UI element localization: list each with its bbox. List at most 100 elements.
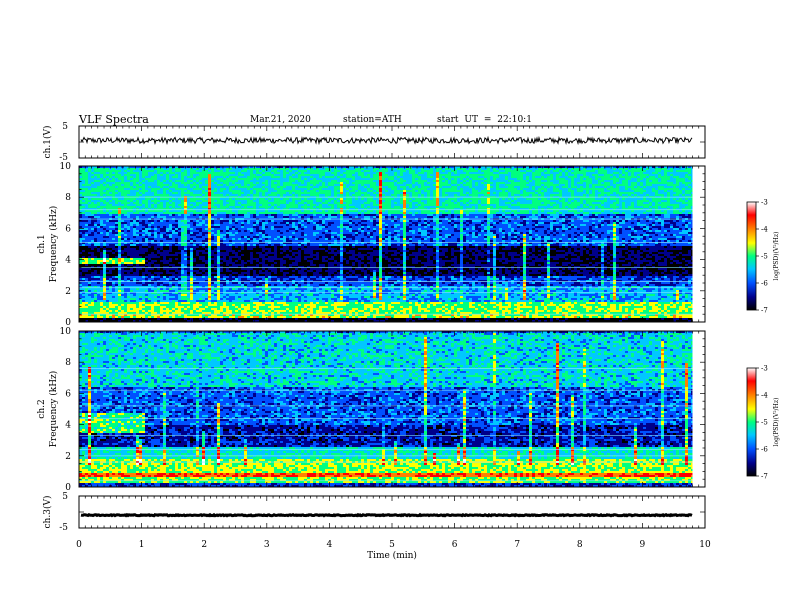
spectrogram-cell	[172, 274, 175, 276]
spectrogram-cell	[82, 184, 85, 186]
spectrogram-cell	[160, 214, 163, 216]
spectrogram-cell	[154, 202, 157, 204]
spectrogram-cell	[85, 298, 88, 300]
spectrogram-cell	[196, 264, 199, 266]
spectrogram-cell	[157, 298, 160, 300]
spectrogram-cell	[169, 216, 172, 218]
spectrogram-cell	[91, 300, 94, 302]
spectrogram-cell	[100, 172, 103, 174]
spectrogram-cell	[178, 216, 181, 218]
spectrogram-cell	[121, 226, 124, 228]
spectrogram-cell	[166, 308, 169, 310]
spectrogram-cell	[88, 172, 91, 174]
spectrogram-cell	[136, 318, 139, 320]
spectrogram-cell	[127, 312, 130, 314]
spectrogram-cell	[118, 232, 121, 234]
spectrogram-cell	[124, 206, 127, 208]
spectrogram-cell	[157, 224, 160, 226]
spectrogram-cell	[82, 248, 85, 250]
spectrogram-cell	[118, 298, 121, 300]
spectrogram-cell	[82, 252, 85, 254]
spectrogram-cell	[118, 192, 121, 194]
spectrogram-cell	[112, 190, 115, 192]
spectrogram-cell	[166, 188, 169, 190]
spectrogram-cell	[151, 176, 154, 178]
spectrogram-cell	[139, 230, 142, 232]
spectrogram-cell	[85, 200, 88, 202]
spectrogram-cell	[190, 216, 193, 218]
spectrogram-cell	[103, 172, 106, 174]
spectrogram-cell	[163, 274, 166, 276]
spectrogram-cell	[94, 312, 97, 314]
spectrogram-cell	[154, 216, 157, 218]
spectrogram-cell	[154, 276, 157, 278]
spectrogram-cell	[148, 212, 151, 214]
spectrogram-cell	[97, 214, 100, 216]
spectrogram-cell	[127, 288, 130, 290]
spectrogram-cell	[115, 254, 118, 256]
spectrogram-cell	[94, 234, 97, 236]
spectrogram-cell	[187, 202, 190, 204]
spectrogram-cell	[181, 224, 184, 226]
spectrogram-cell	[82, 216, 85, 218]
spectrogram-cell	[94, 180, 97, 182]
spectrogram-cell	[82, 260, 85, 262]
spectrogram-cell	[82, 264, 85, 266]
spectrogram-cell	[175, 230, 178, 232]
spectrogram-cell	[127, 188, 130, 190]
spectrogram-cell	[184, 268, 187, 270]
spectrogram-cell	[148, 194, 151, 196]
spectrogram-cell	[181, 240, 184, 242]
spectrogram-cell	[172, 268, 175, 270]
spectrogram-cell	[154, 210, 157, 212]
spectrogram-cell	[118, 228, 121, 230]
spectrogram-cell	[166, 262, 169, 264]
spectrogram-cell	[82, 198, 85, 200]
spectrogram-cell	[190, 272, 193, 274]
spectrogram-cell	[139, 284, 142, 286]
spectrogram-cell	[115, 316, 118, 318]
spectrogram-cell	[100, 216, 103, 218]
spectrogram-cell	[148, 188, 151, 190]
spectrogram-cell	[121, 288, 124, 290]
spectrogram-cell	[127, 228, 130, 230]
spectrogram-cell	[142, 256, 145, 258]
spectrogram-cell	[97, 300, 100, 302]
spectrogram-cell	[127, 234, 130, 236]
spectrogram-cell	[163, 262, 166, 264]
spectrogram-cell	[109, 190, 112, 192]
spectrogram-cell	[187, 232, 190, 234]
spectrogram-cell	[163, 304, 166, 306]
spectrogram-cell	[106, 272, 109, 274]
spectrogram-cell	[136, 180, 139, 182]
spectrogram-cell	[172, 282, 175, 284]
spectrogram-cell	[94, 270, 97, 272]
spectrogram-cell	[100, 182, 103, 184]
spectrogram-cell	[121, 182, 124, 184]
spectrogram-cell	[181, 300, 184, 302]
spectrogram-cell	[166, 228, 169, 230]
spectrogram-cell	[169, 194, 172, 196]
spectrogram-cell	[82, 312, 85, 314]
spectrogram-cell	[88, 238, 91, 240]
spectrogram-cell	[187, 270, 190, 272]
spectrogram-cell	[148, 296, 151, 298]
spectrogram-cell	[112, 198, 115, 200]
spectrogram-cell	[148, 200, 151, 202]
spectrogram-cell	[193, 200, 196, 202]
spectrogram-cell	[154, 282, 157, 284]
spectrogram-cell	[160, 190, 163, 192]
spectrogram-cell	[106, 230, 109, 232]
spectrogram-cell	[187, 170, 190, 172]
spectrogram-cell	[184, 184, 187, 186]
spectrogram-cell	[91, 220, 94, 222]
spectrogram-cell	[145, 304, 148, 306]
spectrogram-cell	[103, 288, 106, 290]
spectrogram-cell	[130, 294, 133, 296]
spectrogram-cell	[100, 306, 103, 308]
spectrogram-cell	[163, 168, 166, 170]
spectrogram-cell	[133, 254, 136, 256]
spectrogram-cell	[142, 168, 145, 170]
spectrogram-cell	[91, 176, 94, 178]
spectrogram-cell	[184, 236, 187, 238]
